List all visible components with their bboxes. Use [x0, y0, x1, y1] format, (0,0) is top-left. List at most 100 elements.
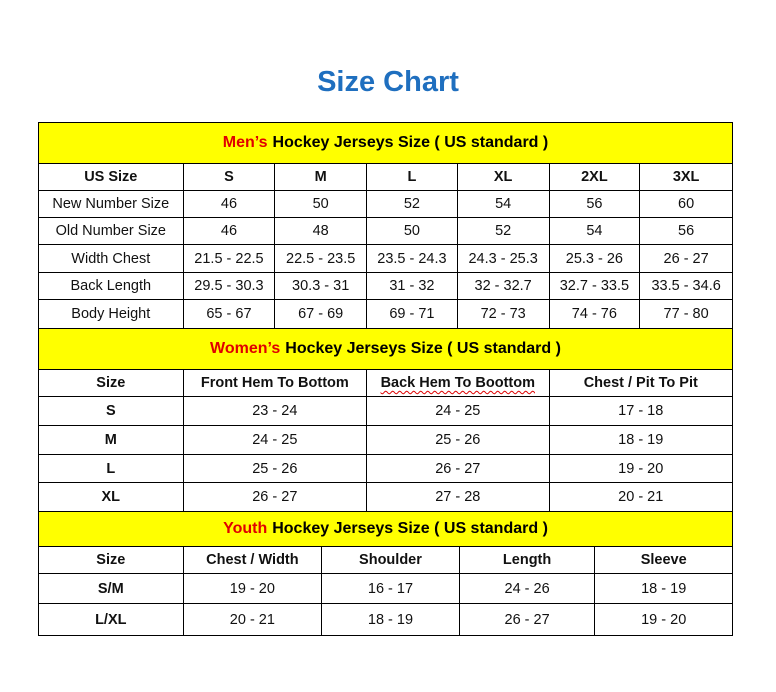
womens-section: Women’s Hockey Jerseys Size ( US standard…: [39, 329, 732, 512]
row-label: L/XL: [39, 604, 184, 635]
table-cell: 16 - 17: [322, 574, 460, 603]
table-cell: 19 - 20: [641, 611, 687, 628]
column-header-label: 2XL: [581, 169, 608, 185]
youth-heading-band: Youth Hockey Jerseys Size ( US standard ): [39, 512, 732, 547]
row-label: S: [39, 397, 184, 425]
table-cell: 32 - 32.7: [458, 273, 550, 299]
column-header-label: XL: [493, 169, 513, 185]
table-cell: 23 - 24: [184, 397, 368, 425]
table-cell: 26 - 27: [663, 250, 709, 267]
table-cell: 46: [184, 191, 276, 217]
row-label: L: [39, 455, 184, 482]
table-cell: 56: [678, 223, 695, 239]
row-label: Body Height: [39, 300, 184, 328]
womens-header-row: Size Front Hem To Bottom Back Hem To Boott…: [39, 370, 732, 397]
table-cell: 19 - 20: [184, 574, 323, 603]
table-cell: 52: [458, 218, 550, 244]
table-cell: 50: [367, 218, 458, 244]
table-cell: 24 - 25: [184, 426, 368, 454]
column-header-label: Chest / Width: [206, 552, 299, 568]
table-cell: 18 - 19: [641, 580, 687, 597]
mens-heading-accent: Men’s: [222, 134, 268, 151]
column-header: Size: [39, 370, 184, 396]
column-header: 2XL: [550, 164, 641, 190]
column-header: Sleeve: [595, 547, 732, 573]
table-cell: 22.5 - 23.5: [275, 245, 368, 272]
column-header-label: Front Hem To Bottom: [200, 375, 349, 391]
table-cell: 54: [458, 191, 550, 217]
mens-table-row: Old Number Size 46 48 50 52 54 56: [39, 218, 732, 245]
youth-section: Youth Hockey Jerseys Size ( US standard )…: [39, 512, 732, 635]
column-header-label: S: [224, 169, 234, 185]
table-cell: 23.5 - 24.3: [367, 245, 458, 272]
womens-heading-accent: Women’s: [210, 340, 281, 357]
table-cell: 19 - 20: [618, 460, 664, 477]
table-cell: 56: [550, 191, 641, 217]
column-header-label: Length: [502, 552, 552, 568]
table-cell: 52: [367, 191, 458, 217]
table-cell: 54: [550, 218, 641, 244]
table-cell: 25.3 - 26: [550, 245, 641, 272]
mens-table-row: New Number Size 46 50 52 54 56 60: [39, 191, 732, 218]
table-cell: 26 - 27: [184, 483, 368, 511]
row-label: Width Chest: [39, 245, 184, 272]
mens-table-row: Body Height 65 - 67 67 - 69 69 - 71 72 - 73 7…: [39, 300, 732, 329]
size-chart-table: Men’s Hockey Jerseys Size ( US standard )…: [38, 122, 733, 636]
table-cell: 46: [184, 218, 276, 244]
table-cell: 67 - 69: [275, 300, 368, 328]
column-header: S: [184, 164, 276, 190]
mens-heading-text: Hockey Jerseys Size ( US standard ): [272, 134, 549, 151]
column-header-label: L: [407, 169, 417, 185]
table-cell: 24 - 25: [367, 397, 550, 425]
table-cell: 72 - 73: [458, 300, 550, 328]
column-header-label: Size: [96, 375, 126, 391]
column-header-label: Back Hem To Boottom: [380, 375, 535, 391]
table-cell: 25 - 26: [184, 455, 368, 482]
column-header: Shoulder: [322, 547, 460, 573]
row-label: M: [39, 426, 184, 454]
womens-table-row: M 24 - 25 25 - 26 18 - 19: [39, 426, 732, 455]
column-header: XL: [458, 164, 550, 190]
table-cell: 60: [678, 196, 695, 212]
column-header: 3XL: [640, 164, 732, 190]
row-label: S/M: [39, 574, 184, 603]
table-cell: 17 - 18: [618, 403, 664, 419]
column-header-label: Sleeve: [640, 552, 687, 568]
table-cell: 20 - 21: [184, 604, 323, 635]
column-header-label: US Size: [84, 169, 138, 185]
table-cell: 24.3 - 25.3: [458, 245, 550, 272]
column-header: Size: [39, 547, 184, 573]
row-label: Old Number Size: [39, 218, 184, 244]
mens-table-row: Width Chest 21.5 - 22.5 22.5 - 23.5 23.5 - …: [39, 245, 732, 273]
column-header-label: 3XL: [672, 169, 700, 185]
table-cell: 26 - 27: [367, 455, 550, 482]
table-cell: 20 - 21: [618, 489, 664, 505]
womens-table-row: XL 26 - 27 27 - 28 20 - 21: [39, 483, 732, 512]
youth-heading-accent: Youth: [223, 520, 268, 537]
page-title: Size Chart: [317, 66, 459, 98]
column-header: Back Hem To Boottom: [367, 370, 550, 396]
womens-heading-text: Hockey Jerseys Size ( US standard ): [285, 340, 561, 357]
table-cell: 27 - 28: [367, 483, 550, 511]
column-header: US Size: [39, 164, 184, 190]
column-header-label: Shoulder: [359, 552, 422, 568]
youth-heading-text: Hockey Jerseys Size ( US standard ): [272, 520, 548, 537]
table-cell: 77 - 80: [663, 306, 709, 322]
row-label: Back Length: [39, 273, 184, 299]
mens-table-row: Back Length 29.5 - 30.3 30.3 - 31 31 - 32 32…: [39, 273, 732, 300]
youth-header-row: Size Chest / Width Shoulder Length Sleeve: [39, 547, 732, 574]
column-header: Chest / Pit To Pit: [550, 370, 732, 396]
womens-table-row: L 25 - 26 26 - 27 19 - 20: [39, 455, 732, 483]
table-cell: 30.3 - 31: [275, 273, 368, 299]
mens-header-row: US Size S M L XL 2XL 3XL: [39, 164, 732, 191]
table-cell: 50: [275, 191, 368, 217]
table-cell: 18 - 19: [322, 604, 460, 635]
womens-table-row: S 23 - 24 24 - 25 17 - 18: [39, 397, 732, 426]
womens-heading-band: Women’s Hockey Jerseys Size ( US standard…: [39, 329, 732, 370]
column-header-label: Size: [96, 552, 126, 568]
table-cell: 24 - 26: [460, 574, 596, 603]
table-cell: 65 - 67: [184, 300, 276, 328]
column-header-label: Chest / Pit To Pit: [583, 375, 698, 391]
youth-table-row: L/XL 20 - 21 18 - 19 26 - 27 19 - 20: [39, 604, 732, 635]
table-cell: 21.5 - 22.5: [184, 245, 276, 272]
